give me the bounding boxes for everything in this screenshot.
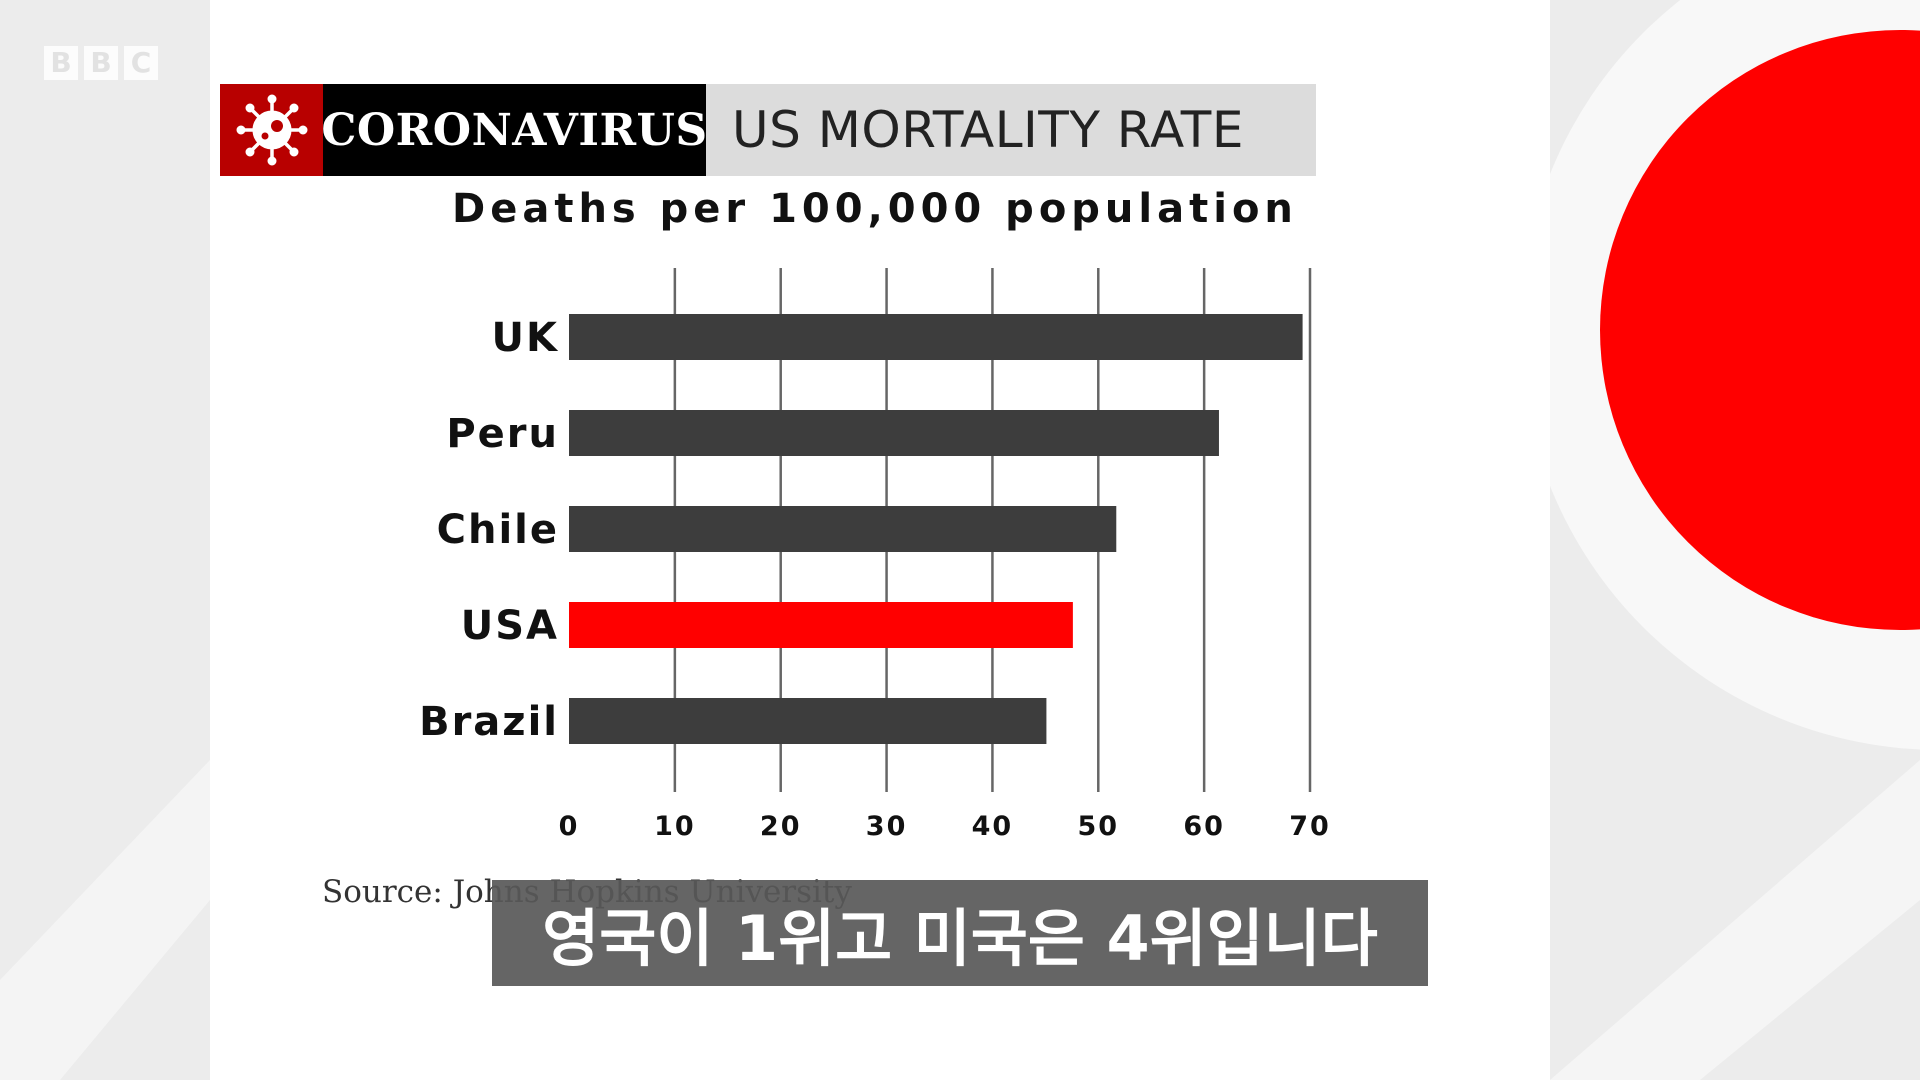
tick-label: 10 (654, 811, 696, 842)
bbc-logo: B B C (44, 46, 158, 80)
bar-chile (569, 506, 1117, 552)
bar-uk (569, 314, 1303, 360)
section-label-text: CORONAVIRUS (321, 104, 708, 156)
bbc-logo-letter: B (84, 46, 118, 80)
tick-label: 0 (559, 811, 580, 842)
tick-label: 30 (866, 811, 908, 842)
category-label: Chile (437, 507, 559, 553)
virus-icon (220, 84, 323, 176)
bbc-logo-letter: B (44, 46, 78, 80)
tick-label: 50 (1077, 811, 1119, 842)
chart-title-box: US MORTALITY RATE (706, 84, 1316, 176)
chart-subtitle: Deaths per 100,000 population (452, 186, 1298, 232)
category-label: USA (461, 603, 559, 649)
tick-label: 20 (760, 811, 802, 842)
caption-text: 영국이 1위고 미국은 4위입니다 (542, 902, 1378, 975)
chart-title: US MORTALITY RATE (732, 101, 1244, 159)
subtitle-caption: 영국이 1위고 미국은 4위입니다 (492, 880, 1428, 986)
tick-label: 40 (972, 811, 1014, 842)
bar-peru (569, 410, 1219, 456)
bbc-logo-letter: C (124, 46, 158, 80)
tick-label: 60 (1183, 811, 1225, 842)
tick-label: 70 (1289, 811, 1331, 842)
category-label: Brazil (419, 699, 559, 745)
chart-header: CORONAVIRUS US MORTALITY RATE (220, 84, 1316, 176)
category-label: Peru (446, 411, 559, 457)
bar-brazil (569, 698, 1047, 744)
bar-usa (569, 602, 1073, 648)
section-label: CORONAVIRUS (321, 84, 708, 176)
category-label: UK (492, 315, 559, 361)
